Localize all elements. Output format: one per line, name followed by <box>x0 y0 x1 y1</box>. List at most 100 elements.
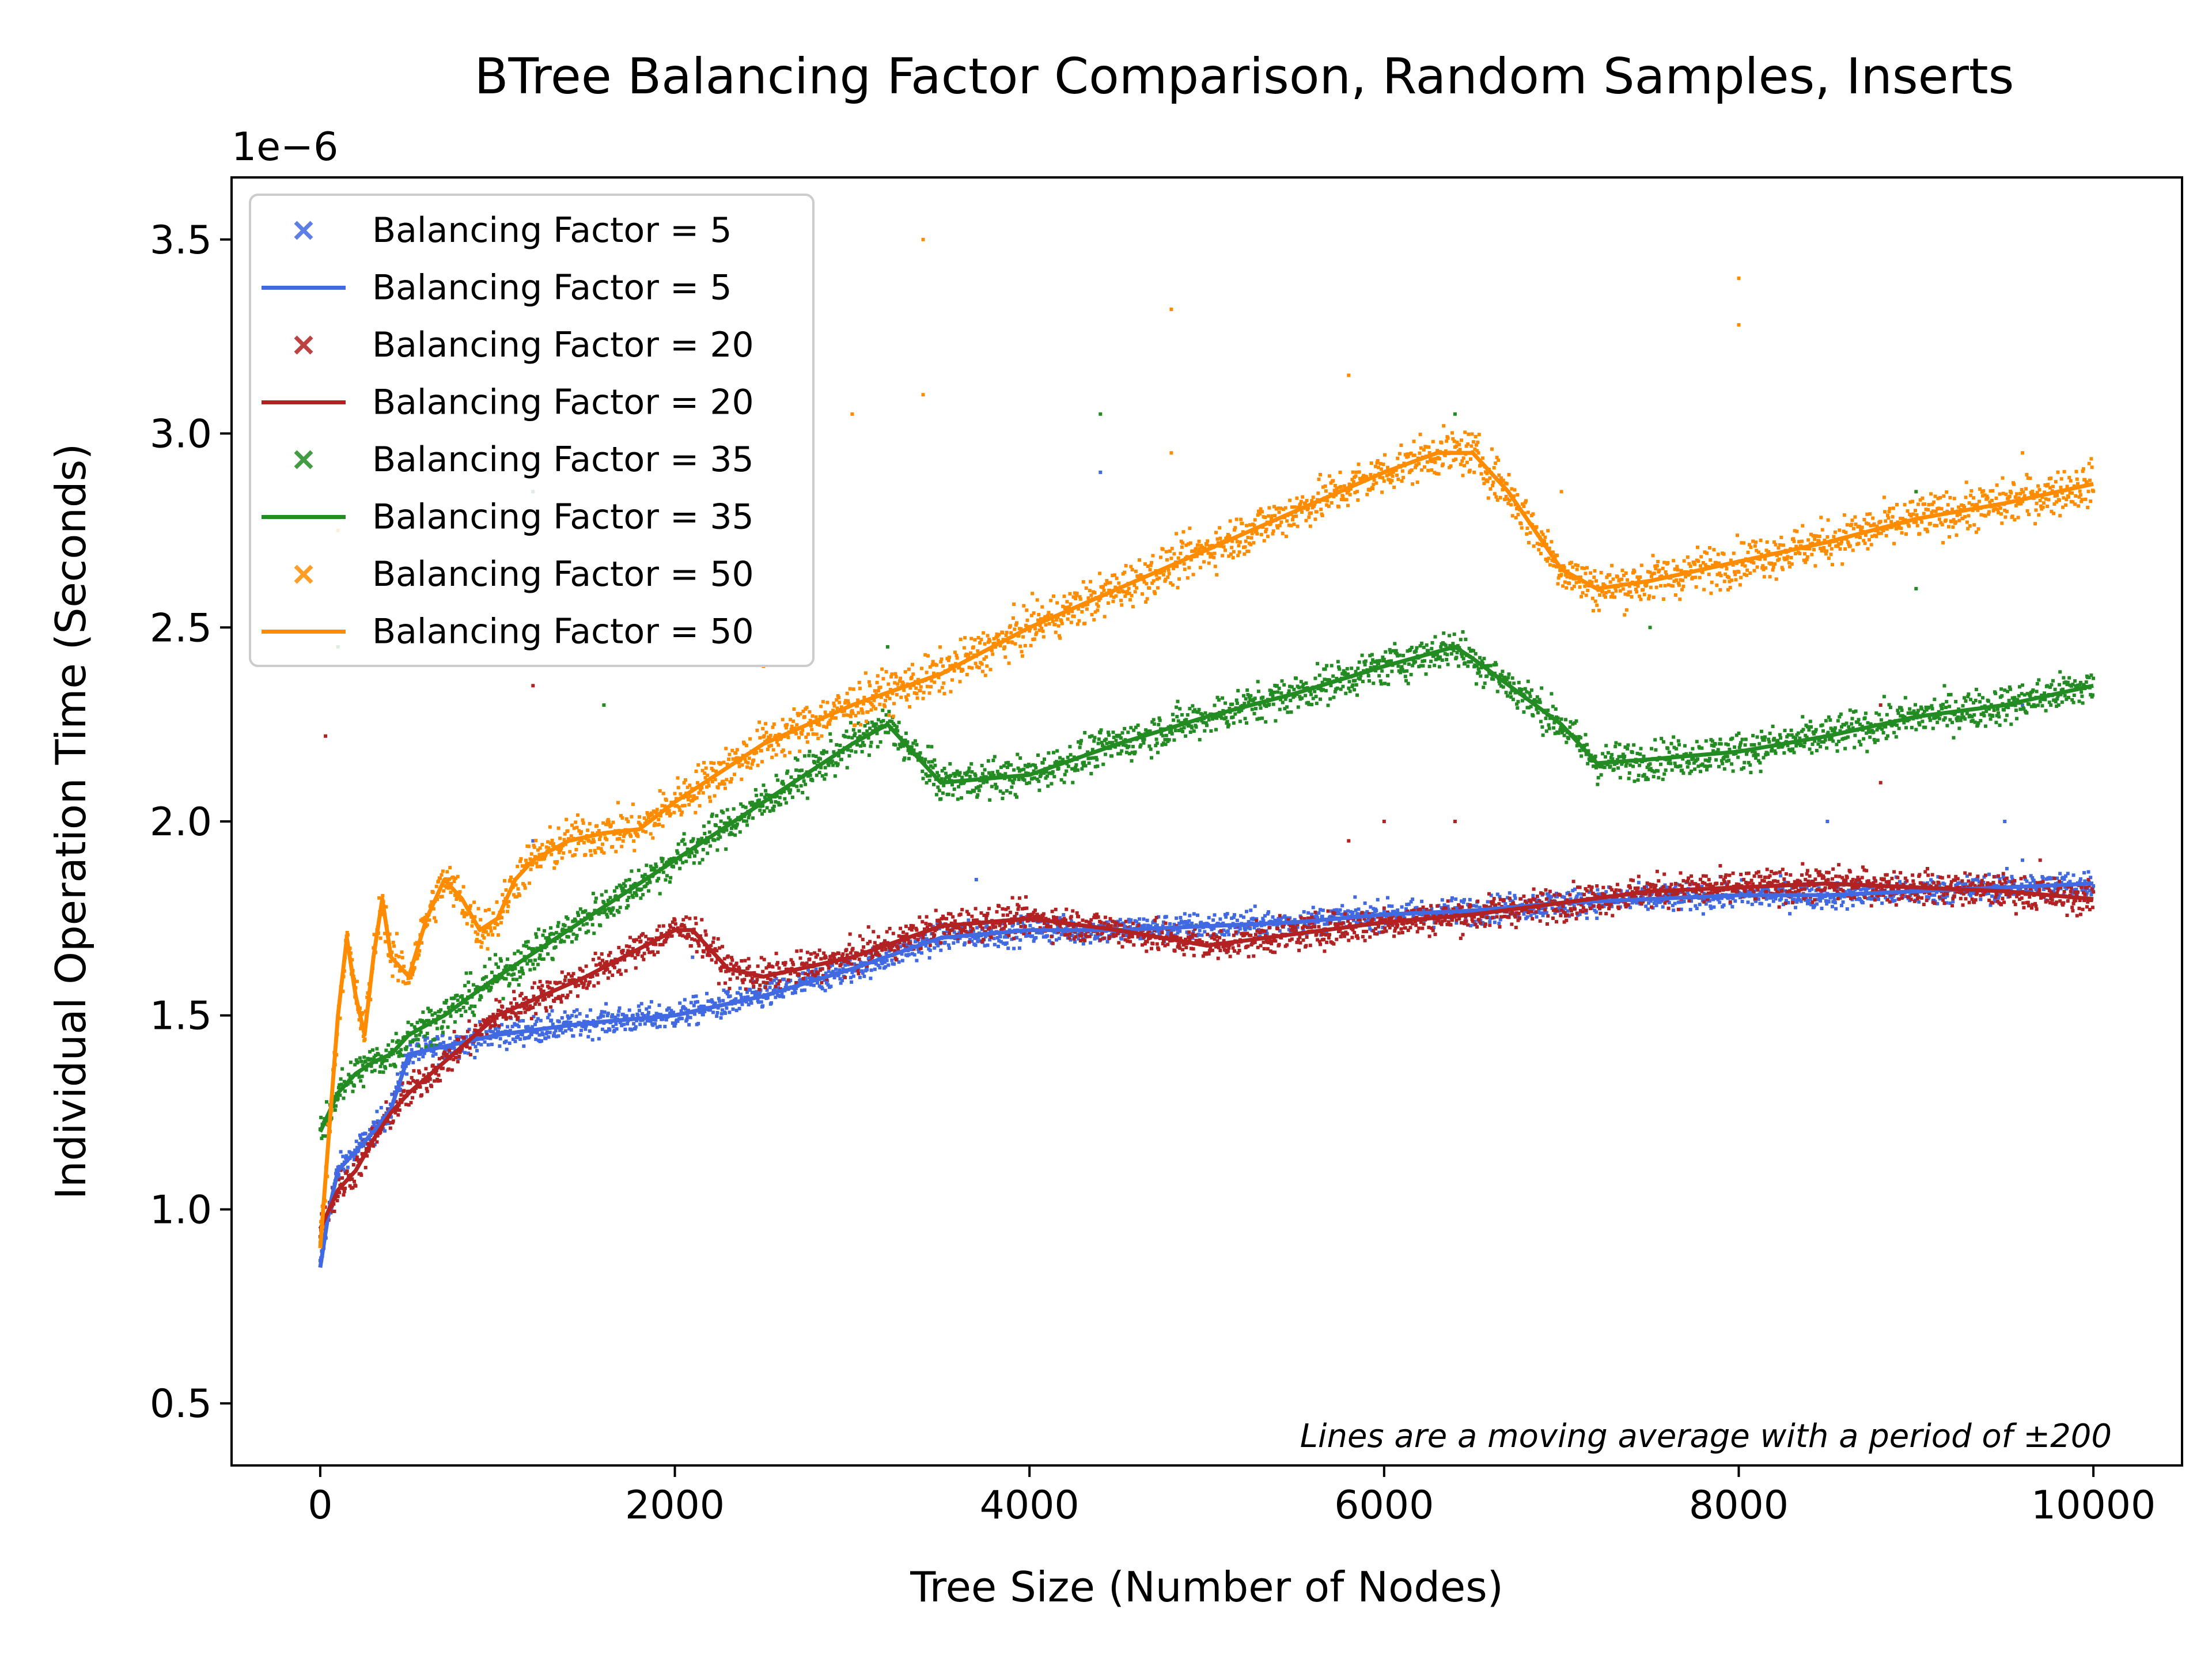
data-point <box>396 1072 400 1076</box>
data-point <box>1238 927 1242 931</box>
data-point <box>1814 868 1818 872</box>
data-point <box>1199 921 1203 925</box>
data-point <box>762 980 766 984</box>
data-point <box>516 1016 520 1020</box>
data-point <box>599 1015 603 1019</box>
data-point <box>1046 925 1050 929</box>
data-point <box>661 1017 665 1021</box>
data-point <box>1349 910 1353 914</box>
data-point <box>365 1154 369 1158</box>
data-point <box>970 939 974 943</box>
data-point <box>1807 901 1811 905</box>
data-point <box>1383 926 1387 930</box>
data-point <box>1010 896 1014 900</box>
data-point <box>1808 874 1812 878</box>
data-point <box>694 1000 698 1004</box>
data-point <box>544 1009 548 1013</box>
data-point <box>1212 926 1216 930</box>
data-point <box>694 994 698 998</box>
data-point <box>925 915 929 919</box>
data-point <box>1322 937 1326 941</box>
data-point <box>785 980 789 984</box>
data-point <box>1905 879 1909 883</box>
data-point <box>1166 942 1170 946</box>
data-point <box>1791 901 1794 904</box>
data-point <box>1654 892 1658 896</box>
data-point <box>734 963 738 967</box>
data-point <box>1544 911 1548 915</box>
data-point <box>1954 874 1958 878</box>
data-point <box>746 995 750 999</box>
data-point <box>1566 913 1570 917</box>
data-point <box>737 1006 741 1010</box>
data-point <box>1302 924 1306 928</box>
data-point <box>375 1109 379 1113</box>
data-point <box>1483 922 1487 926</box>
data-point <box>1128 925 1132 929</box>
data-point <box>637 950 641 954</box>
data-point <box>476 1041 480 1046</box>
data-point <box>1758 881 1762 885</box>
outlier-point <box>2021 858 2024 862</box>
data-point <box>1651 883 1655 887</box>
data-point <box>1324 933 1328 937</box>
data-point <box>1249 933 1253 937</box>
data-point <box>837 952 840 956</box>
data-point <box>647 1010 650 1014</box>
data-point <box>2003 880 2008 884</box>
data-point <box>811 972 815 976</box>
data-point <box>680 923 684 927</box>
data-point <box>2041 895 2046 899</box>
data-point <box>2074 893 2078 896</box>
data-point <box>335 1199 339 1203</box>
data-point <box>919 946 923 950</box>
data-point <box>1653 887 1657 891</box>
data-point <box>415 1079 419 1083</box>
data-point <box>1673 892 1677 896</box>
data-point <box>1215 935 1219 939</box>
data-point <box>1461 933 1465 937</box>
data-point <box>1096 936 1100 940</box>
data-point <box>1900 892 1904 896</box>
data-point <box>1115 931 1119 935</box>
data-point <box>531 1006 535 1010</box>
data-point <box>1716 897 1720 902</box>
data-point <box>1508 891 1512 895</box>
data-point <box>504 1039 508 1043</box>
data-point <box>1064 918 1067 922</box>
data-point <box>1312 915 1316 919</box>
data-point <box>1929 878 1933 882</box>
data-point <box>1648 893 1652 897</box>
data-point <box>1673 881 1677 885</box>
data-point <box>1037 914 1041 918</box>
data-point <box>1016 907 1020 911</box>
data-point <box>719 969 723 973</box>
data-point <box>819 957 823 961</box>
data-point <box>840 954 844 958</box>
data-point <box>979 925 983 929</box>
data-point <box>1151 942 1155 946</box>
data-point <box>1043 921 1046 925</box>
data-point <box>1759 902 1763 906</box>
data-point <box>749 999 753 1003</box>
data-point <box>1880 888 1884 891</box>
data-point <box>1471 919 1475 923</box>
data-point <box>437 1056 441 1060</box>
data-point <box>372 1144 376 1148</box>
data-point <box>1835 885 1839 889</box>
data-point <box>1081 942 1085 946</box>
data-point <box>614 1022 618 1026</box>
data-point <box>744 974 748 978</box>
data-point <box>1527 910 1531 914</box>
data-point <box>1161 924 1165 928</box>
data-point <box>1874 879 1878 883</box>
data-point <box>802 988 806 992</box>
data-point <box>642 952 646 956</box>
data-point <box>973 919 977 923</box>
data-point <box>1750 902 1754 906</box>
data-point <box>355 1155 359 1159</box>
data-point <box>911 924 915 928</box>
data-point <box>1680 884 1684 888</box>
data-point <box>1230 916 1234 921</box>
data-point <box>965 910 969 914</box>
